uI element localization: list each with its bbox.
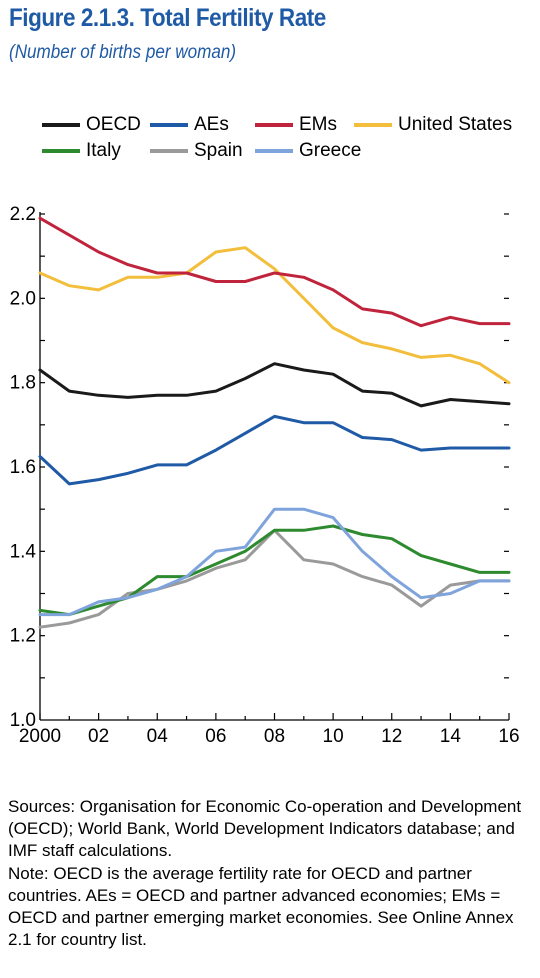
x-tick-label: 10 (323, 726, 344, 747)
x-tick-label: 16 (498, 726, 519, 747)
series-line-oecd (38, 362, 511, 408)
legend-label-oecd: OECD (86, 114, 141, 135)
chart-notes: Sources: Organisation for Economic Co-op… (8, 796, 534, 951)
legend-item-oecd: OECD (42, 114, 141, 136)
x-tick-label: 06 (205, 726, 226, 747)
legend-swatch-italy (42, 149, 80, 153)
x-tick-label: 2000 (19, 726, 61, 747)
legend-label-italy: Italy (86, 140, 121, 161)
x-tick-label: 04 (147, 726, 169, 747)
series-line-ems (38, 216, 511, 328)
legend-item-united-states: United States (354, 114, 512, 136)
x-tick-label: 02 (88, 726, 109, 747)
y-tick-label: 1.8 (10, 373, 36, 394)
y-tick-label: 1.0 (10, 710, 36, 731)
series-line-aes (38, 414, 511, 486)
legend-item-italy: Italy (42, 140, 121, 162)
series-line-spain (38, 528, 511, 629)
series-line-united-states (38, 246, 511, 385)
legend-swatch-united-states (354, 123, 392, 127)
legend-item-aes: AEs (150, 114, 229, 136)
x-tick-label: 14 (440, 726, 462, 747)
x-tick-label: 08 (264, 726, 285, 747)
line-chart: 1.0 1.2 1.4 1.6 1.8 2.0 2.2 2000 02 04 06 08 10 12 14 1… (10, 204, 520, 747)
legend-swatch-aes (150, 123, 188, 127)
chart-subtitle: (Number of births per woman) (9, 42, 237, 63)
legend-swatch-greece (255, 149, 293, 153)
note-text: Note: OECD is the average fertility rate… (8, 863, 514, 950)
legend-swatch-spain (150, 149, 188, 153)
sources-text: Sources: Organisation for Economic Co-op… (8, 797, 522, 861)
legend-label-aes: AEs (194, 114, 229, 135)
series-line-greece (38, 507, 511, 617)
y-tick-label: 2.2 (10, 204, 36, 225)
legend-label-ems: EMs (299, 114, 337, 135)
chart-title: Figure 2.1.3. Total Fertility Rate (9, 4, 326, 32)
y-tick-label: 1.6 (10, 457, 36, 478)
legend-item-spain: Spain (150, 140, 243, 162)
y-tick-label: 1.4 (10, 541, 37, 562)
y-tick-label: 2.0 (10, 288, 36, 309)
legend-label-greece: Greece (299, 140, 362, 161)
legend-item-greece: Greece (255, 140, 361, 162)
legend-swatch-oecd (42, 123, 80, 127)
legend-label-united-states: United States (398, 114, 513, 135)
x-tick-label: 12 (381, 726, 402, 747)
legend-swatch-ems (255, 123, 293, 127)
legend-item-ems: EMs (255, 114, 337, 136)
legend-label-spain: Spain (194, 140, 243, 161)
y-tick-label: 1.2 (10, 626, 36, 647)
